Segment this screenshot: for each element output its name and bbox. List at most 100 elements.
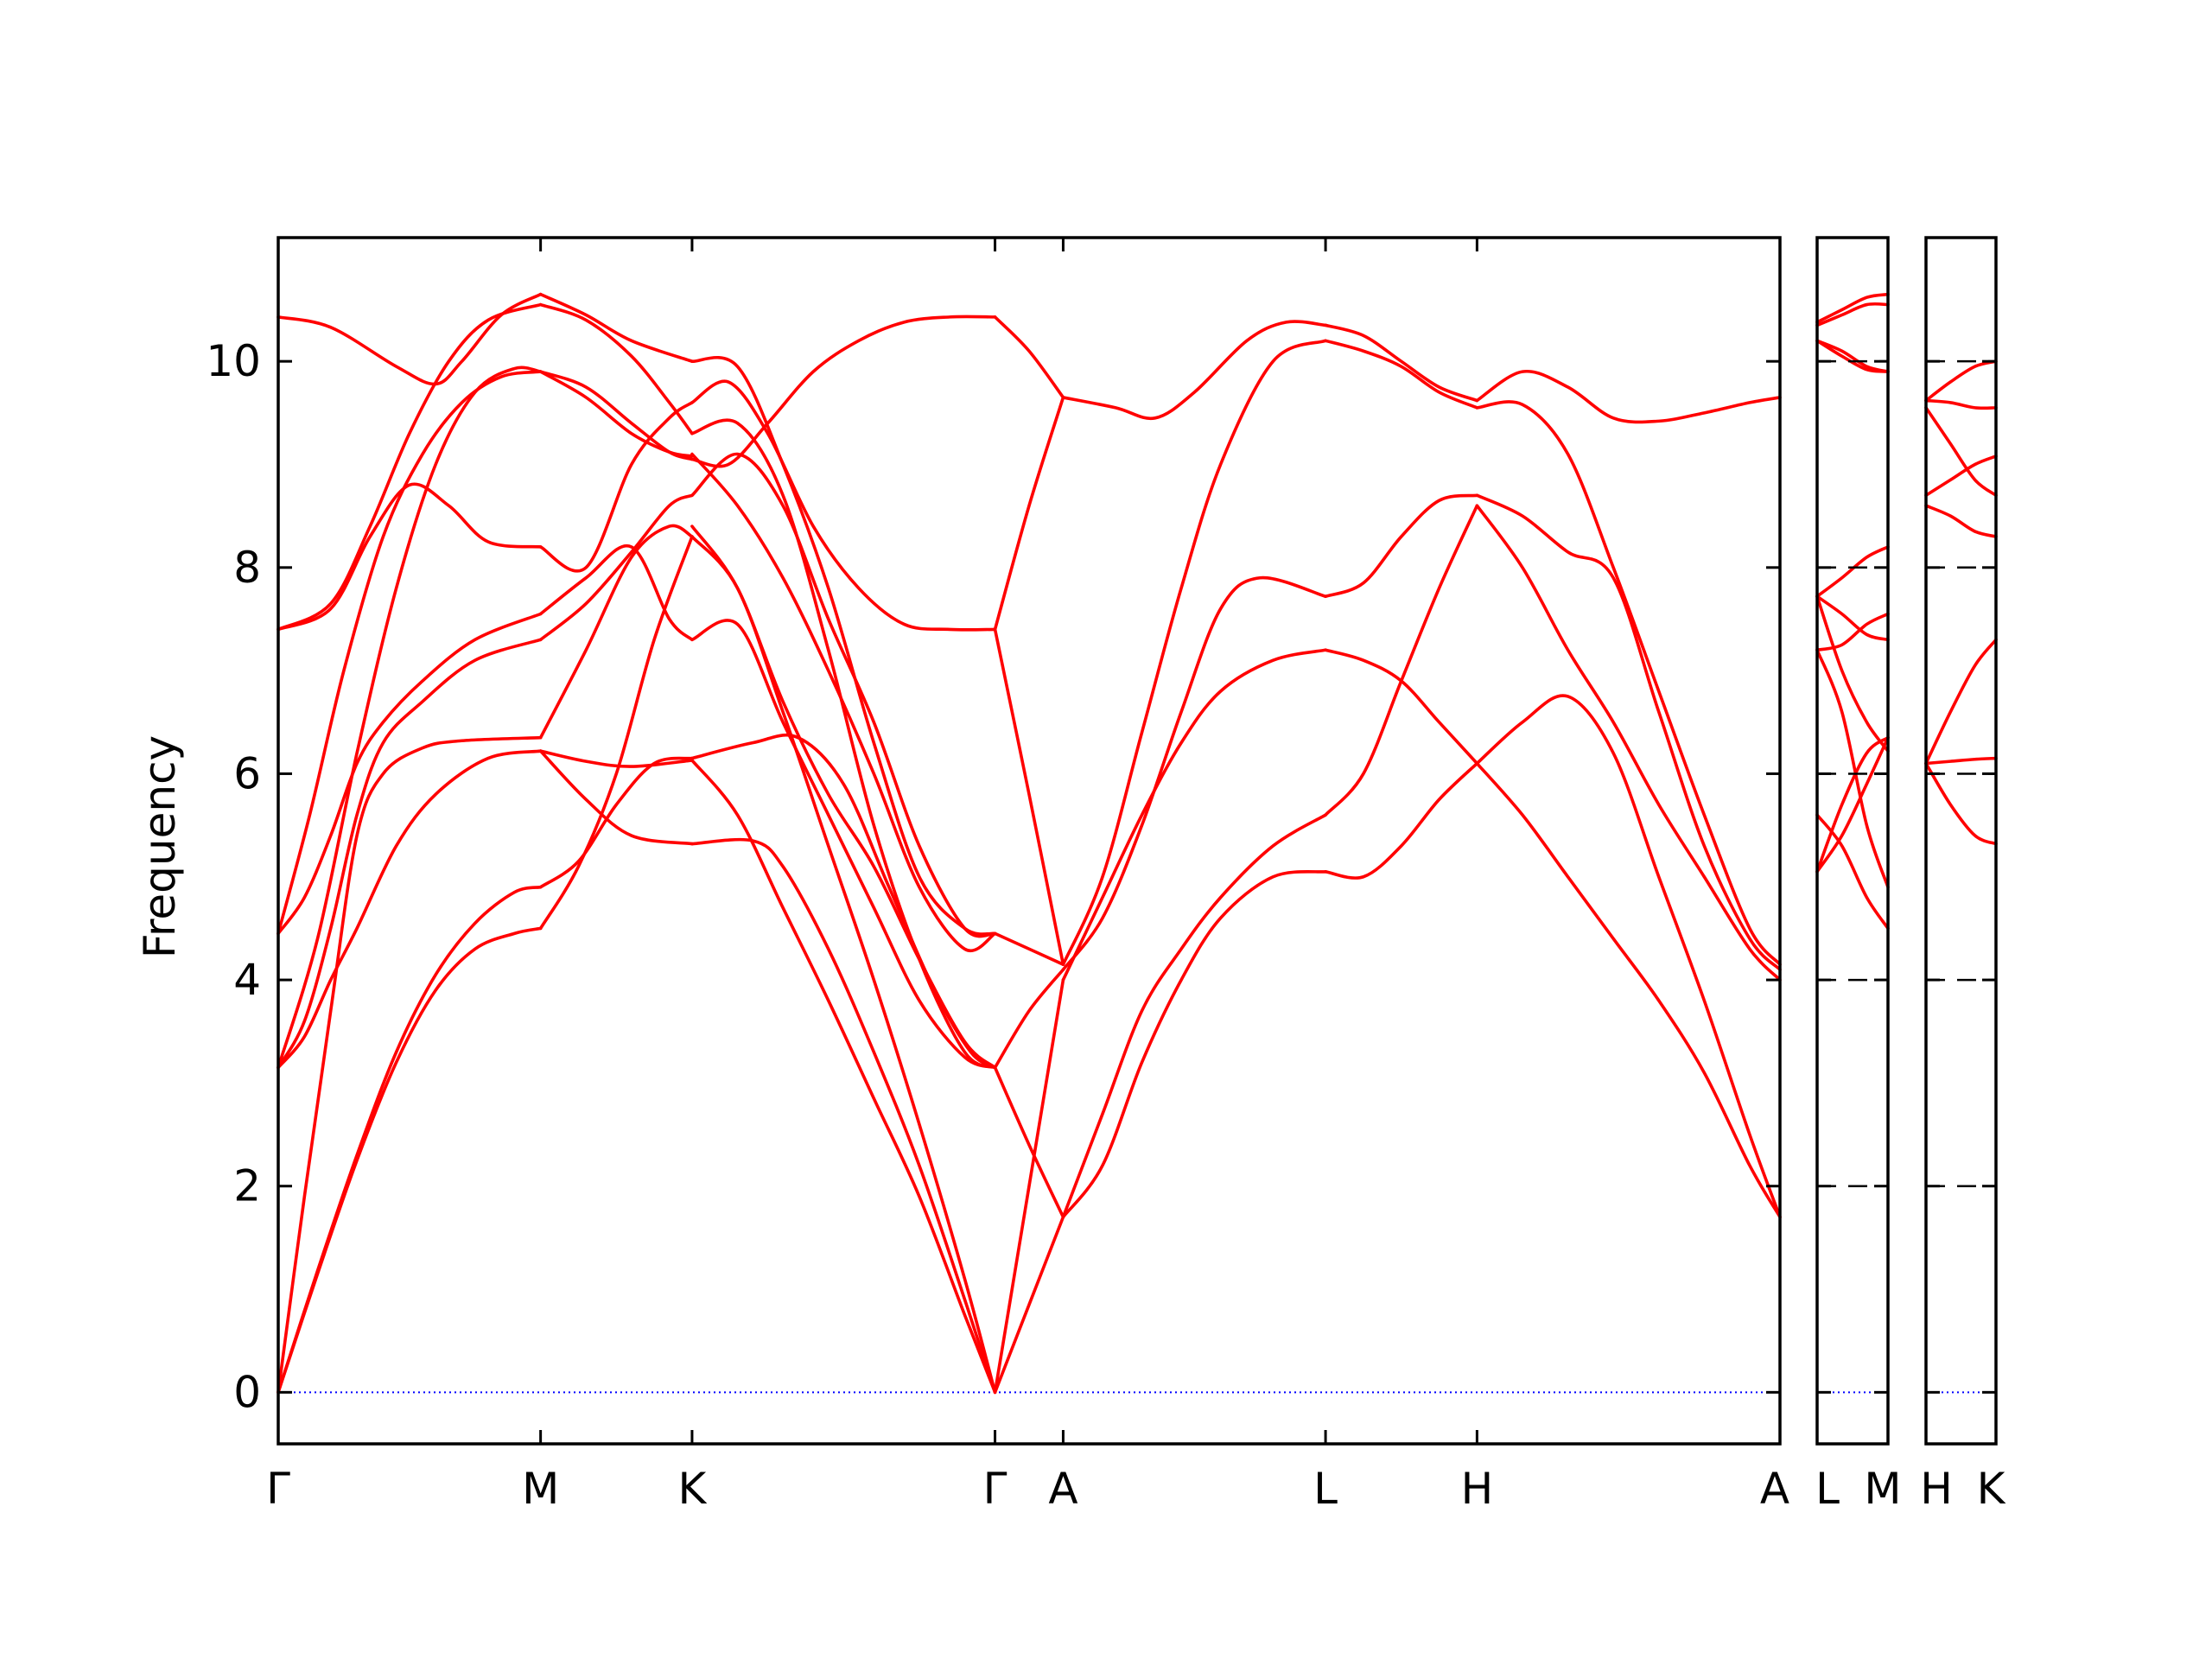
x-tick-label: H	[1461, 1464, 1494, 1514]
band-1-3-5	[690, 524, 997, 1070]
band-1-3-8	[690, 452, 997, 952]
x-tick-label: L	[1313, 1464, 1338, 1514]
band-1-1-11	[276, 292, 543, 386]
band-1-3-3	[690, 837, 997, 1395]
band-1-2-5	[538, 749, 694, 768]
y-axis-label: Frequency	[135, 735, 185, 958]
band-1-1-2	[276, 885, 543, 1395]
band-3-1-6	[1924, 406, 1998, 498]
band-2-1-1	[1815, 735, 1890, 874]
band-1-7-2	[1475, 694, 1782, 1219]
band-1-1-7	[276, 370, 543, 936]
band-1-1-8	[276, 365, 543, 1070]
y-tick-label: 10	[206, 336, 261, 386]
band-1-2-12	[538, 292, 694, 363]
band-1-7-4	[1475, 493, 1782, 971]
band-1-2-2	[538, 756, 694, 889]
band-1-2-4	[538, 749, 694, 846]
band-1-4-6	[993, 627, 1065, 966]
band-1-3-2	[690, 759, 997, 1395]
band-1-6-3	[1324, 648, 1479, 766]
x-tick-label: M	[522, 1464, 559, 1514]
band-1-5-4	[1061, 575, 1327, 971]
band-1-2-6	[538, 493, 694, 642]
band-1-6-2	[1324, 504, 1479, 817]
band-1-4-8	[993, 315, 1065, 399]
band-1-3-7	[690, 452, 997, 938]
x-tick-label: M	[1864, 1464, 1901, 1514]
band-1-5-5	[1061, 339, 1327, 966]
y-tick-label: 0	[233, 1367, 261, 1417]
y-tick-label: 6	[233, 748, 261, 798]
band-1-2-7	[538, 543, 694, 642]
band-1-2-3	[538, 524, 694, 740]
band-3-1-2	[1924, 761, 1998, 846]
band-2-1-3	[1815, 648, 1890, 889]
panel-2	[1815, 236, 1890, 1446]
band-2-1-4	[1815, 594, 1890, 753]
band-1-1-3	[276, 735, 543, 1395]
panel-frame	[1924, 236, 1998, 1446]
band-2-1-9	[1815, 545, 1890, 599]
x-tick-label: Γ	[266, 1464, 290, 1514]
x-tick-label: K	[1977, 1464, 2006, 1514]
y-tick-label: 2	[233, 1161, 261, 1211]
band-2-1-6	[1815, 302, 1890, 327]
band-1-2-8	[538, 401, 694, 573]
band-1-1-1	[276, 926, 543, 1395]
band-2-1-8	[1815, 612, 1890, 652]
band-1-5-2	[1061, 813, 1327, 1219]
band-2-1-12	[1815, 339, 1890, 373]
y-tick-label: 8	[233, 543, 261, 593]
band-2-1-10	[1815, 594, 1890, 642]
band-1-2-10	[538, 370, 694, 461]
band-1-4-5	[993, 931, 1065, 966]
band-3-1-5	[1924, 454, 1998, 498]
band-1-7-3	[1475, 504, 1782, 982]
panel-1: 0 2 4 6 8 10	[206, 236, 1782, 1446]
band-1-3-9	[690, 418, 997, 1070]
y-tick-label: 4	[233, 955, 261, 1005]
band-3-1-4	[1924, 504, 1998, 538]
band-1-3-6	[690, 619, 997, 1070]
x-tick-label: H	[1920, 1464, 1953, 1514]
band-1-6-5	[1324, 339, 1479, 410]
band-2-1-11	[1815, 735, 1890, 874]
band-1-3-12	[690, 356, 997, 936]
band-1-7-5	[1475, 400, 1782, 966]
band-1-4-3	[993, 1065, 1065, 1219]
band-1-1-10	[276, 302, 543, 632]
band-1-3-11	[690, 315, 997, 468]
band-1-5-1	[1061, 869, 1327, 1219]
band-1-6-4	[1324, 493, 1479, 599]
band-3-1-3	[1924, 638, 1998, 766]
panel-3	[1924, 236, 1998, 1446]
band-1-5-3	[1061, 648, 1327, 982]
band-1-1-6	[276, 612, 543, 936]
band-1-6-6	[1324, 323, 1479, 403]
band-1-7-6	[1475, 369, 1782, 424]
panel-frame	[1815, 236, 1890, 1446]
x-tick-label: L	[1815, 1464, 1840, 1514]
band-3-1-1	[1924, 756, 1998, 766]
band-1-1-9	[276, 482, 543, 632]
band-2-1-5	[1815, 339, 1890, 373]
plot-panels: 0 2 4 6 8 10	[206, 236, 1998, 1446]
x-tick-label: A	[1048, 1464, 1077, 1514]
x-tick-label: Γ	[983, 1464, 1007, 1514]
x-tick-label: A	[1760, 1464, 1789, 1514]
band-3-1-7	[1924, 398, 1998, 410]
band-1-4-7	[993, 396, 1065, 632]
band-1-2-11	[538, 302, 694, 435]
band-1-3-1	[690, 535, 997, 1395]
band-1-4-1	[993, 1215, 1065, 1395]
band-1-1-5	[276, 638, 543, 1070]
band-1-6-1	[1324, 761, 1479, 880]
band-2-1-2	[1815, 813, 1890, 931]
band-1-3-10	[690, 379, 997, 632]
band-2-1-7	[1815, 292, 1890, 324]
band-1-2-9	[538, 370, 694, 458]
band-1-1-4	[276, 749, 543, 1070]
